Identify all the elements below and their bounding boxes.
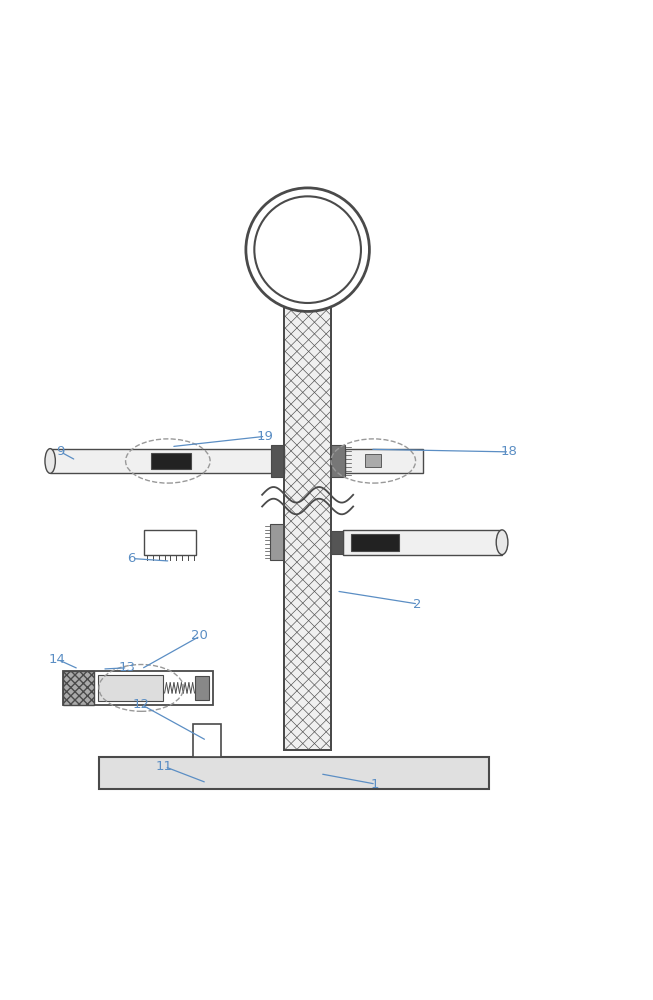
Text: 12: 12 (133, 698, 150, 711)
Bar (271, 445, 284, 477)
Ellipse shape (45, 449, 56, 473)
Text: 6: 6 (127, 552, 136, 565)
Circle shape (246, 188, 370, 311)
Bar (50, 449, 284, 473)
Bar (193, 724, 221, 757)
Text: 11: 11 (155, 760, 172, 773)
Bar (63, 671, 213, 705)
Ellipse shape (496, 530, 508, 555)
Text: 19: 19 (256, 430, 273, 443)
Bar (284, 292, 331, 750)
Text: 18: 18 (500, 445, 517, 458)
Bar (343, 530, 502, 555)
Text: 9: 9 (56, 445, 64, 458)
Bar (331, 531, 343, 554)
Bar (284, 282, 331, 292)
Bar (195, 676, 209, 700)
Bar (345, 449, 423, 473)
Bar (151, 453, 191, 469)
Bar (351, 534, 400, 551)
Text: 14: 14 (48, 653, 65, 666)
Bar (270, 524, 284, 560)
Bar (284, 282, 331, 292)
Bar (284, 292, 331, 750)
Bar (99, 757, 489, 789)
Bar (97, 675, 163, 701)
Text: 13: 13 (118, 661, 135, 674)
Bar (365, 454, 381, 467)
Bar (331, 445, 345, 477)
Bar (63, 671, 95, 705)
Circle shape (254, 196, 361, 303)
Bar (144, 530, 197, 555)
Text: 1: 1 (371, 778, 379, 791)
Text: 2: 2 (413, 598, 422, 611)
Text: 20: 20 (191, 629, 208, 642)
